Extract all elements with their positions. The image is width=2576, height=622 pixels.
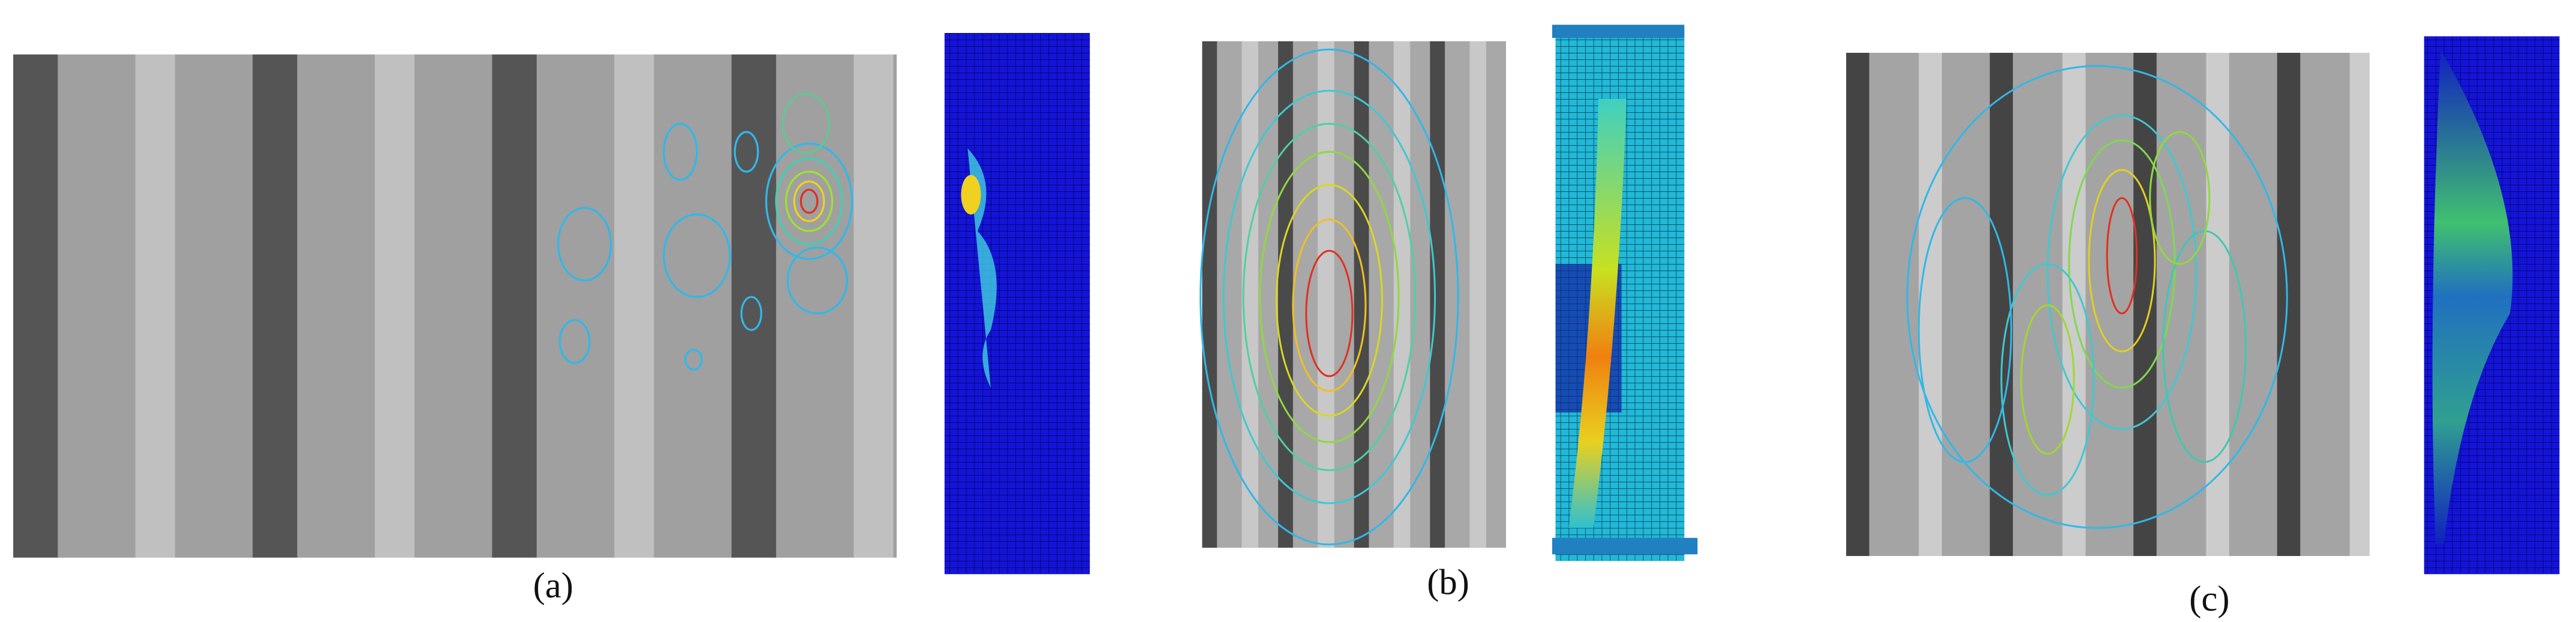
- photo: [1202, 41, 1506, 548]
- panel-a: (a): [13, 33, 1090, 606]
- panel-b: (b): [1200, 25, 1698, 602]
- panel-label: (a): [533, 566, 573, 606]
- buckle: [1568, 99, 1627, 528]
- photo: [1846, 53, 2370, 556]
- buckle: [2432, 49, 2513, 545]
- contours: [557, 93, 853, 371]
- mesh-column: [944, 33, 1090, 575]
- panel-label: (c): [2189, 579, 2229, 619]
- contours: [1200, 49, 1459, 546]
- flange: [1552, 537, 1698, 555]
- flange: [1552, 25, 1685, 38]
- contours: [1906, 65, 2288, 529]
- panel-label: (b): [1427, 562, 1469, 602]
- hot-spot: [961, 175, 981, 215]
- photo: [13, 54, 897, 558]
- panel-c: (c): [1846, 36, 2560, 619]
